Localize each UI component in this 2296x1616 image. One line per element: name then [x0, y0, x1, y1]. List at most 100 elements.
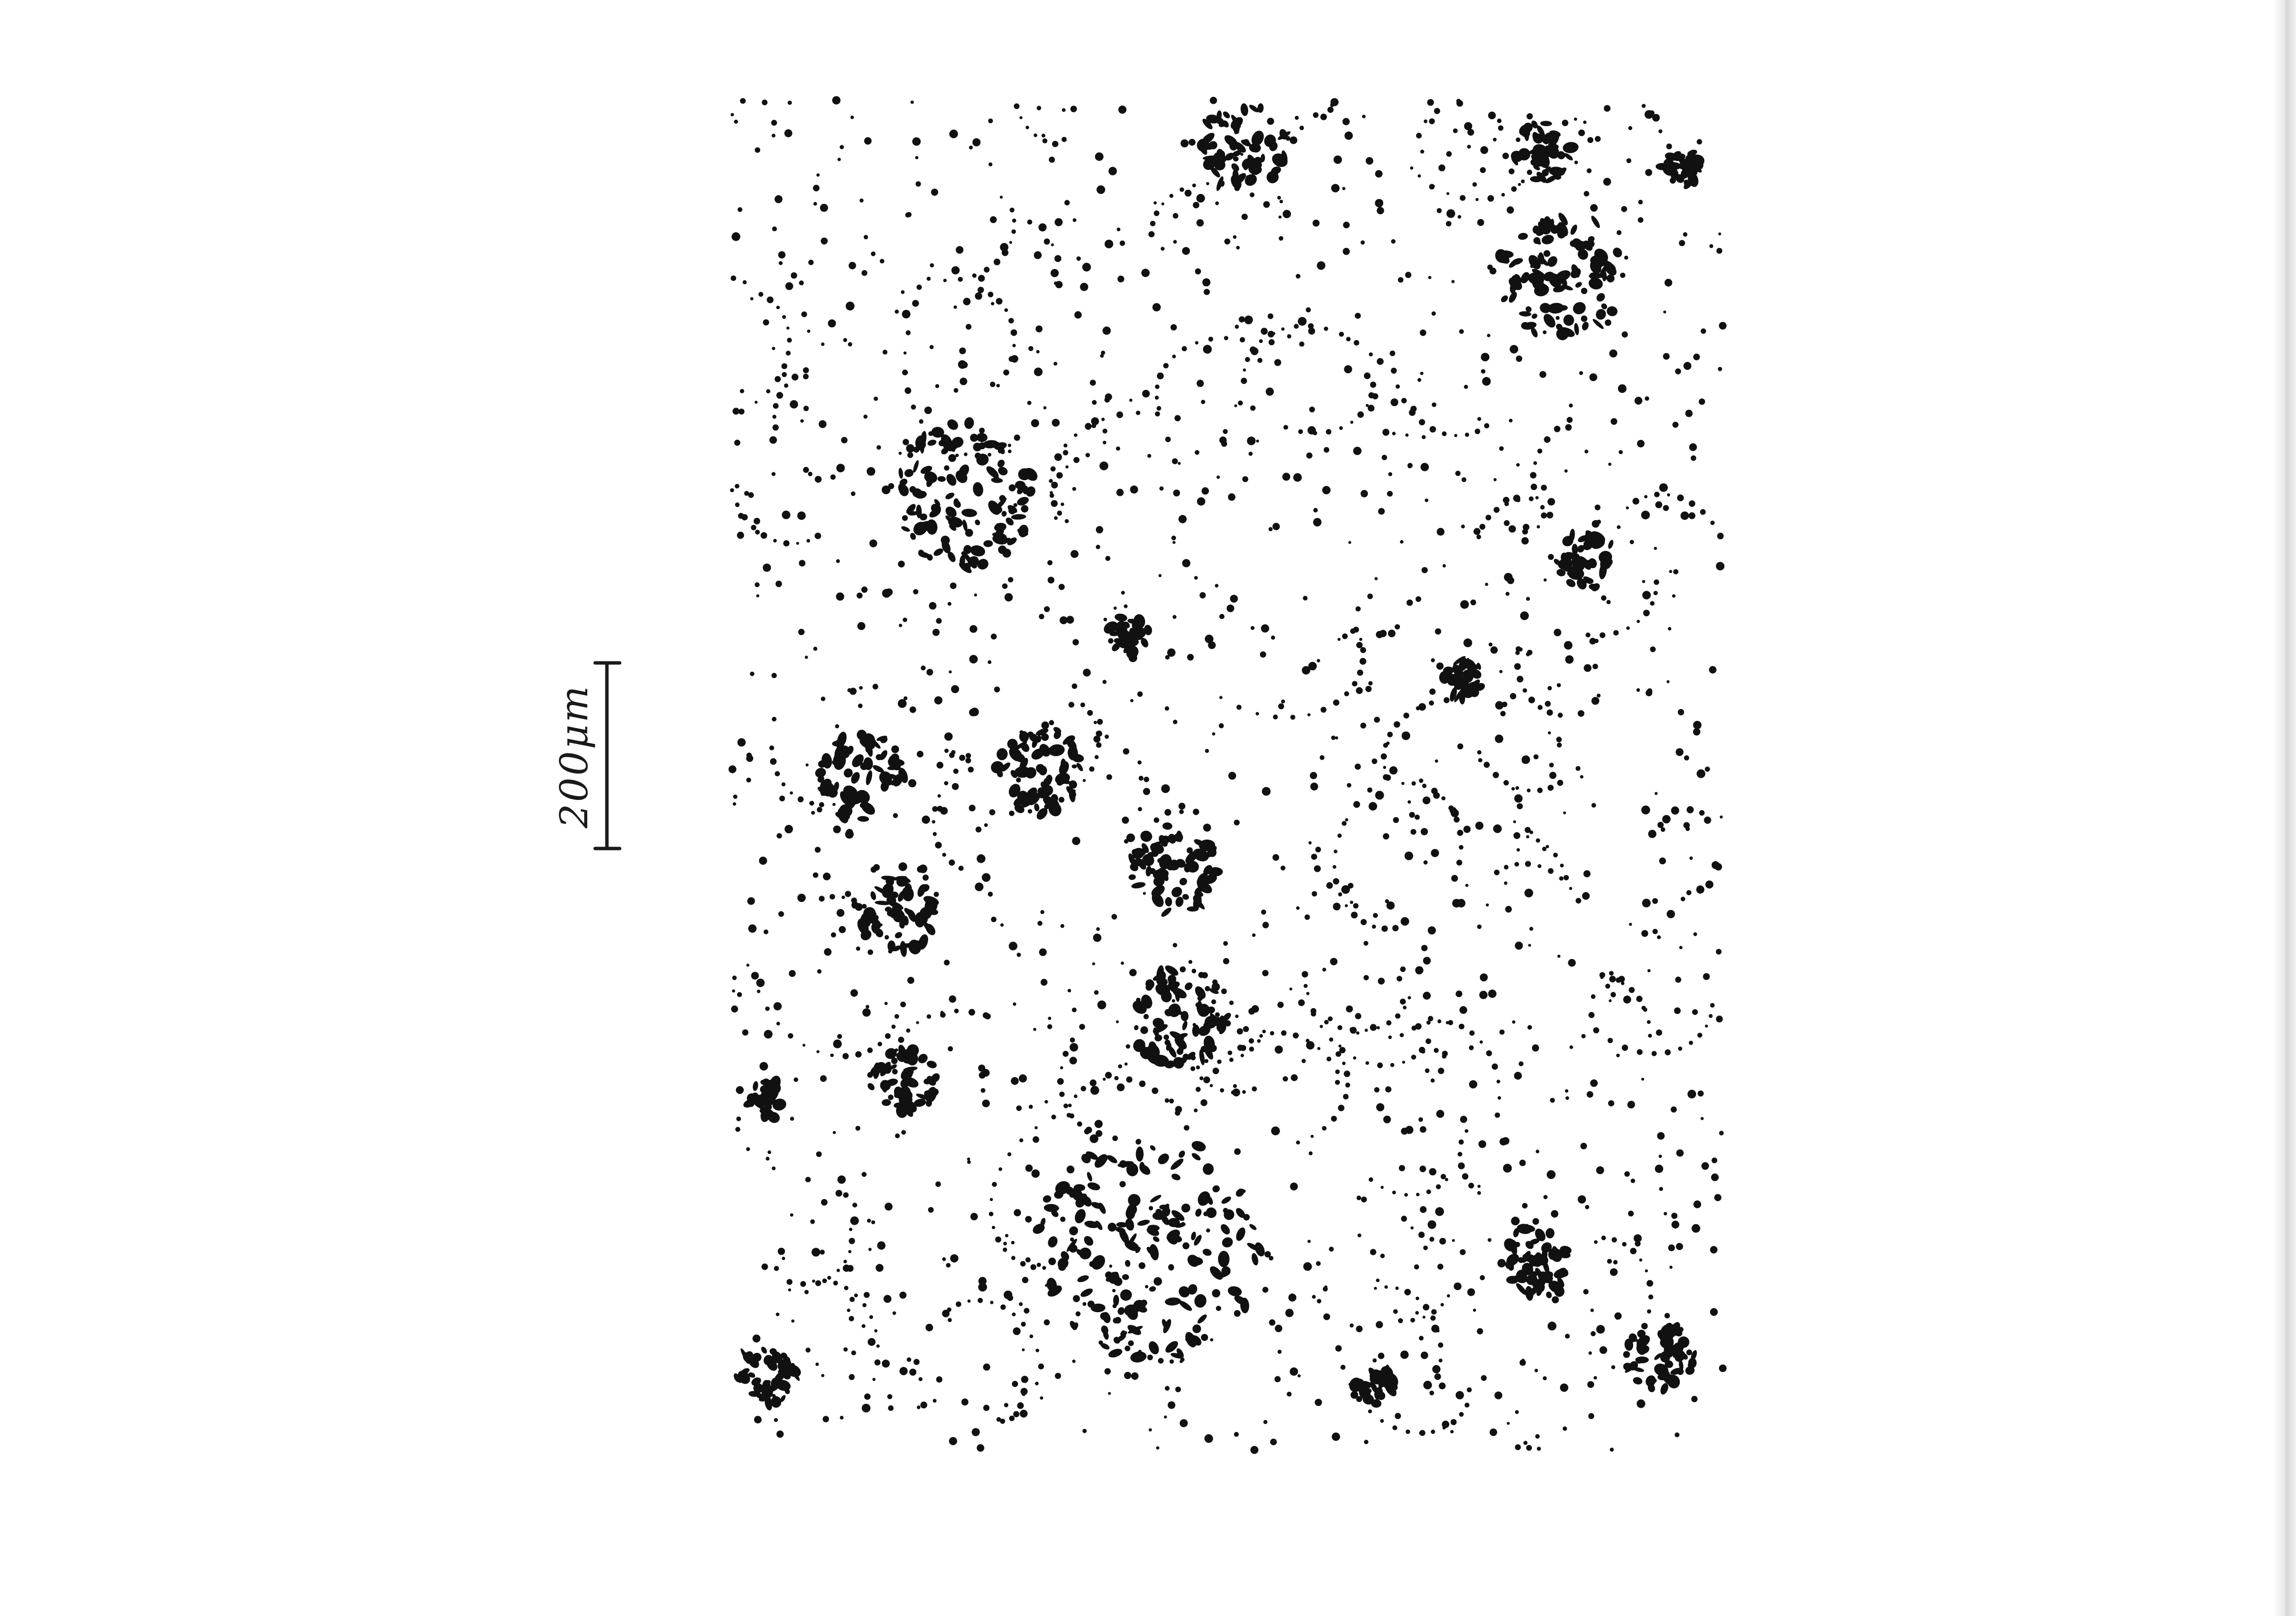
particle-dot [863, 414, 868, 419]
particle-blob [1212, 1185, 1220, 1193]
particle-dot [1262, 1287, 1269, 1293]
particle-dot [1439, 1237, 1446, 1245]
particle-dot [1322, 967, 1326, 972]
particle-dot [1312, 112, 1319, 118]
particle-dot [1461, 524, 1465, 529]
particle-dot [1308, 661, 1317, 671]
particle-blob [1007, 739, 1018, 749]
particle-dot [1710, 1308, 1718, 1316]
particle-dot [1615, 1316, 1619, 1320]
particle-dot [1705, 767, 1710, 772]
particle-dot [806, 539, 810, 543]
particle-dot [884, 935, 889, 940]
particle-dot [875, 1264, 884, 1272]
particle-dot [1380, 1185, 1384, 1189]
particle-dot [1342, 187, 1346, 191]
particle-blob [1127, 1326, 1143, 1334]
particle-dot [1367, 787, 1372, 793]
particle-blob [967, 556, 979, 567]
particle-blob [1087, 1172, 1093, 1181]
particle-dot [1317, 1047, 1321, 1050]
particle-blob [994, 442, 1007, 450]
particle-dot [1029, 1104, 1033, 1109]
particle-dot [1360, 240, 1365, 245]
particle-dot [1552, 1296, 1559, 1304]
particle-blob [852, 754, 864, 767]
particle-dot [1634, 1234, 1642, 1243]
particle-dot [867, 467, 875, 476]
particle-blob [1222, 1237, 1233, 1248]
particle-dot [805, 1177, 811, 1182]
particle-dot [854, 1293, 858, 1298]
particle-dot [1250, 346, 1257, 354]
particle-dot [1117, 275, 1124, 283]
particle-dot [1359, 637, 1363, 641]
particle-dot [1422, 1315, 1426, 1319]
particle-dot [1540, 505, 1545, 510]
particle-dot [1212, 732, 1215, 736]
particle-dot [913, 1359, 920, 1365]
particle-dot [1520, 611, 1529, 620]
particle-blob [1575, 241, 1586, 251]
particle-blob [1161, 990, 1172, 1003]
particle-dot [1503, 1164, 1512, 1173]
particle-blob [1198, 1025, 1211, 1036]
particle-blob [1128, 1194, 1141, 1207]
particle-dot [1569, 887, 1572, 890]
particle-blob [914, 912, 926, 928]
particle-blob [1043, 1204, 1059, 1212]
particle-dot [757, 989, 761, 993]
particle-blob [913, 1098, 926, 1107]
particle-dot [1441, 796, 1446, 801]
particle-blob [1126, 1306, 1138, 1320]
particle-dot [984, 267, 990, 273]
particle-dot [1236, 246, 1240, 250]
particle-dot [1671, 1212, 1678, 1219]
particle-dot [1426, 1189, 1431, 1194]
particle-dot [1289, 1367, 1298, 1376]
particle-dot [815, 847, 821, 853]
particle-dot [1630, 1178, 1636, 1183]
particle-dot [967, 1160, 971, 1164]
particle-dot [1271, 635, 1275, 640]
particle-dot [1388, 1035, 1392, 1040]
particle-dot [1044, 1100, 1048, 1104]
particle-dot [791, 1319, 794, 1323]
particle-blob [1194, 839, 1204, 846]
particle-dot [1672, 421, 1679, 428]
particle-dot [1202, 972, 1208, 979]
particle-blob [1233, 156, 1239, 162]
particle-blob [1528, 1286, 1538, 1297]
particle-dot [1048, 1258, 1056, 1265]
particle-dot [1281, 699, 1285, 704]
particle-dot [811, 1248, 820, 1257]
particle-dot [1038, 1363, 1044, 1369]
particle-dot [1383, 774, 1389, 780]
particle-blob [1102, 1312, 1111, 1323]
particle-dot [1663, 505, 1669, 511]
particle-blob [1270, 167, 1278, 183]
particle-blob [1530, 176, 1542, 183]
particle-dot [771, 472, 776, 476]
particle-dot [1103, 617, 1107, 622]
particle-dot [903, 696, 908, 701]
particle-dot [906, 1357, 911, 1362]
particle-dot [1187, 654, 1194, 661]
particle-dot [1173, 615, 1176, 619]
particle-dot [1535, 1434, 1540, 1439]
particle-blob [1589, 272, 1599, 280]
particle-dot [1238, 400, 1243, 406]
particle-dot [909, 706, 916, 713]
particle-dot [1310, 1008, 1316, 1014]
particle-blob [1106, 1274, 1117, 1282]
particle-dot [1030, 1264, 1037, 1270]
particle-dot [1322, 1126, 1327, 1131]
particle-dot [1618, 384, 1627, 393]
particle-dot [1004, 308, 1008, 312]
particle-dot [1664, 1313, 1670, 1318]
particle-blob [1192, 1153, 1201, 1161]
particle-blob [975, 520, 981, 525]
particle-dot [1346, 336, 1351, 342]
particle-dot [1217, 1059, 1222, 1064]
particle-dot [1517, 803, 1523, 810]
